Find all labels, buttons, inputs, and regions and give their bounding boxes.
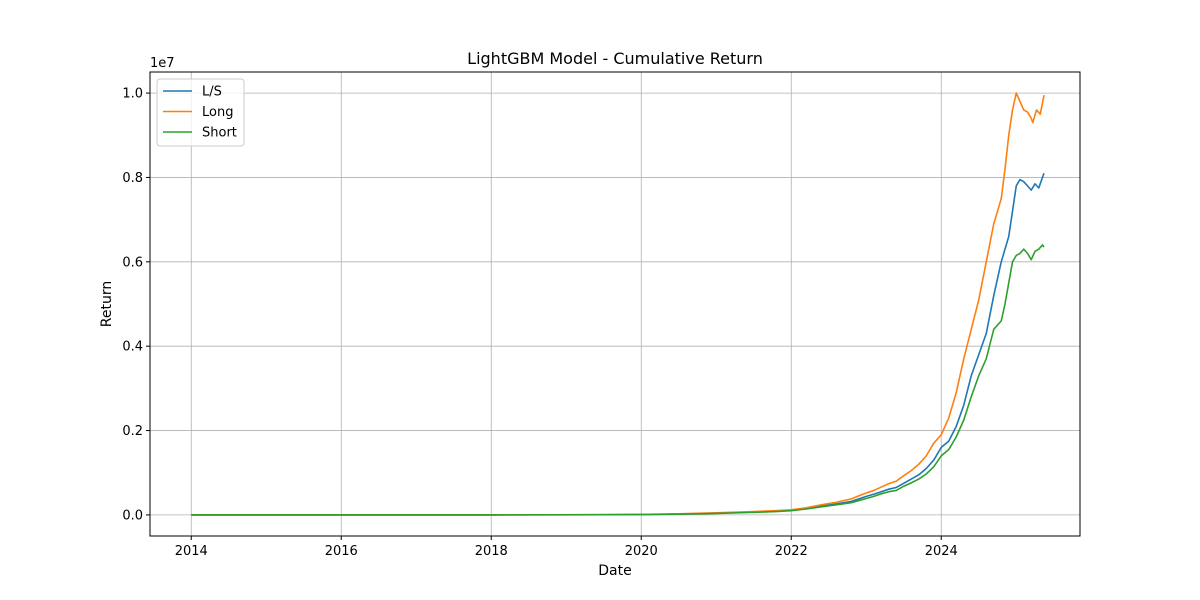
legend-label: L/S [202,85,222,100]
series-line-2 [191,244,1045,516]
x-axis-label: Date [598,563,631,579]
x-tick-label: 2020 [625,544,658,559]
x-tick-label: 2022 [775,544,808,559]
legend-label: Short [202,126,237,141]
y-tick-label: 0.6 [122,255,143,270]
grid [150,72,1080,536]
legend-label: Long [202,105,233,120]
x-tick-label: 2014 [175,544,208,559]
x-tick-label: 2016 [325,544,358,559]
y-tick-label: 0.4 [122,340,143,355]
x-tick-label: 2018 [475,544,508,559]
axis-ticks: 2014 2016 2018 2020 2022 2024 0.0 0.2 0.4 0.6 0.8 1… [122,87,957,559]
y-axis-label: Return [99,281,115,327]
legend: L/S Long Short [156,78,245,147]
y-tick-label: 1.0 [122,87,143,102]
series-line-1 [191,92,1045,516]
y-scale-offset: 1e7 [150,56,175,71]
x-tick-label: 2024 [925,544,958,559]
y-tick-label: 0.0 [122,508,143,523]
legend-box [156,78,245,147]
plot-frame [149,71,1081,537]
chart-title: LightGBM Model - Cumulative Return [467,49,763,68]
y-tick-label: 0.8 [122,171,143,186]
y-tick-label: 0.2 [122,424,143,439]
series-lines [191,92,1045,516]
